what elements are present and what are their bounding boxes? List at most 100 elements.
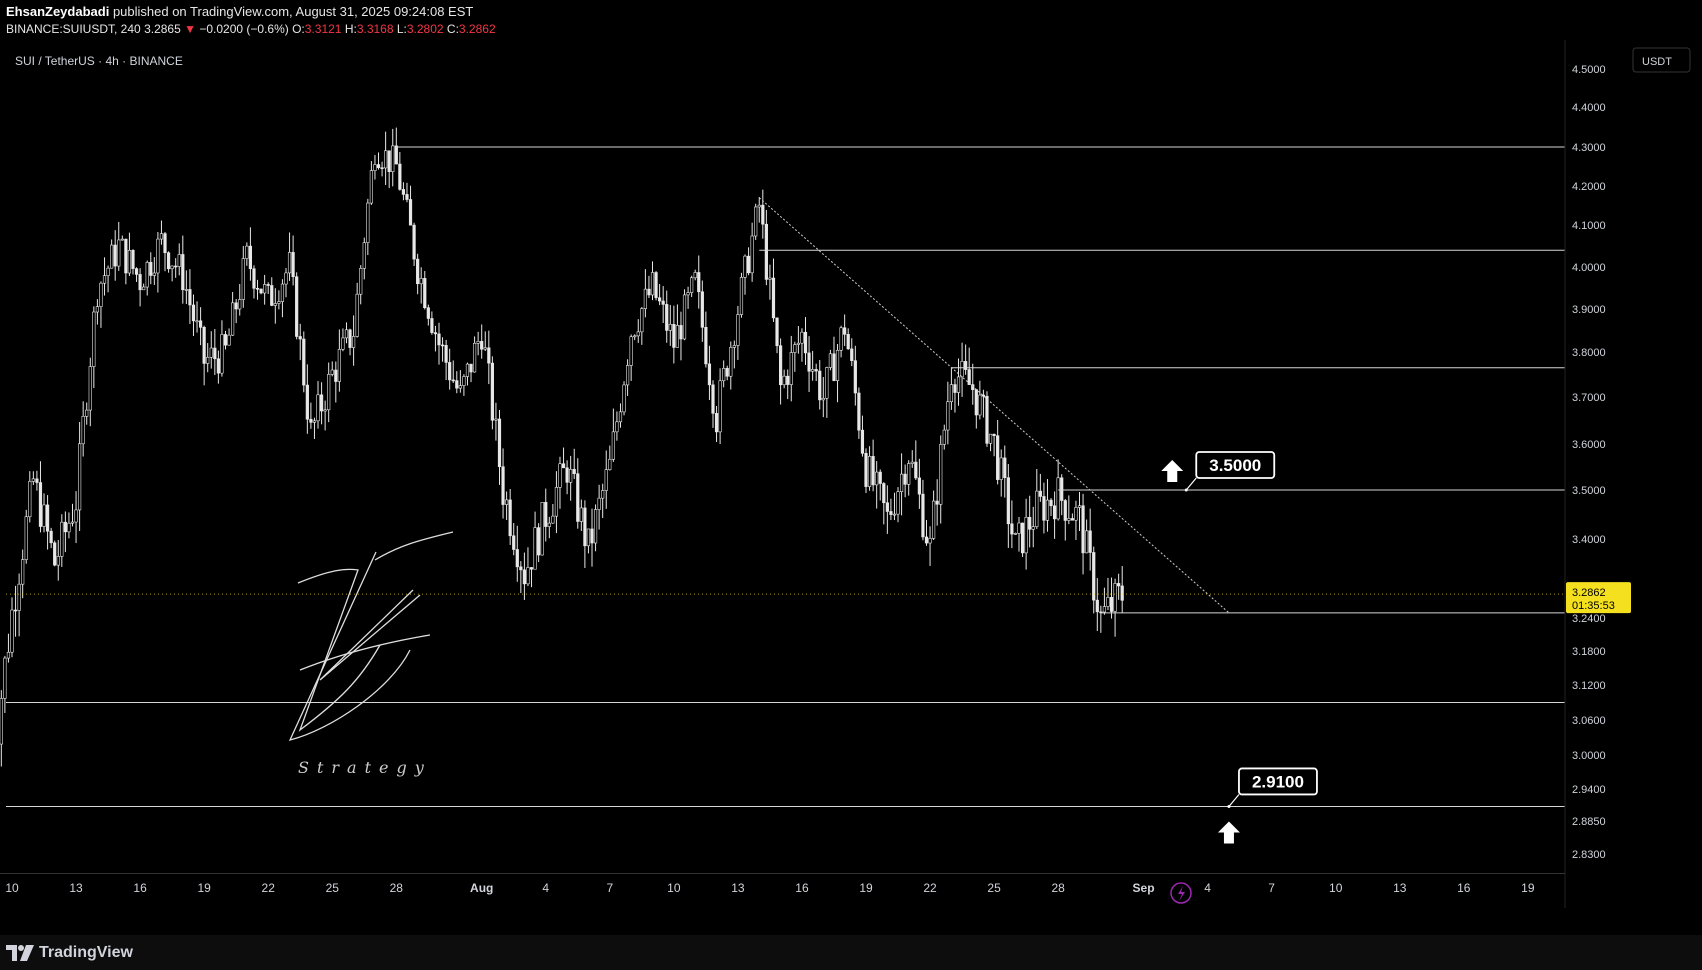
candle-body: [28, 481, 32, 518]
price-label-annotation[interactable]: 3.5000: [1161, 451, 1276, 492]
time-tick-label: 7: [1268, 881, 1275, 895]
time-tick-label: 4: [542, 881, 549, 895]
candle-body: [1060, 477, 1064, 501]
candle-body: [373, 164, 377, 171]
candle-body: [786, 375, 790, 385]
candle-body: [376, 164, 381, 168]
time-tick-label: 19: [197, 881, 211, 895]
candle-body: [800, 331, 804, 344]
candle-body: [1038, 490, 1042, 497]
candle-body: [501, 466, 505, 505]
candle-body: [440, 344, 445, 347]
price-tick-label: 3.8000: [1572, 347, 1606, 359]
candle-body: [63, 521, 67, 533]
price-tick-label: 4.2000: [1572, 181, 1606, 193]
candle-body: [216, 358, 220, 374]
candle-body: [170, 265, 174, 270]
candle-body: [778, 345, 783, 386]
candle-body: [277, 301, 281, 304]
tradingview-logo[interactable]: TradingView: [6, 944, 133, 962]
candle-body: [985, 395, 989, 444]
candle-body: [455, 380, 459, 389]
tradingview-brand-text: TradingView: [39, 944, 133, 961]
time-axis[interactable]: 10 13 16 19 22 25 28 Aug 4 7 10 13 16 19 22 25 28 Sep 4 7 10…: [0, 873, 1565, 895]
candle-body: [992, 433, 996, 436]
price-chart[interactable]: Strategy 3.5000 2.9100 4.5000 4.4000 4.3000…: [0, 40, 1702, 935]
candle-body: [95, 306, 99, 313]
candle-body: [259, 288, 263, 294]
candle-body: [53, 542, 57, 566]
candle-body: [522, 569, 526, 585]
logo-stroke: [319, 589, 421, 681]
candle-body: [1010, 523, 1014, 535]
candle-body: [334, 369, 338, 382]
candle-body: [775, 317, 779, 347]
candle-body: [127, 249, 132, 274]
time-tick-label: 13: [731, 881, 745, 895]
candle-body: [590, 528, 594, 544]
candle-body: [729, 347, 733, 377]
candle-body: [988, 433, 993, 444]
candle-body: [974, 389, 978, 416]
candle-body: [867, 456, 872, 487]
price-label-annotation[interactable]: 2.9100: [1217, 767, 1318, 844]
close-label: C:: [446, 22, 459, 36]
candle-body: [1045, 499, 1050, 521]
candle-body: [1081, 505, 1085, 554]
logo-stroke: [299, 634, 431, 671]
candle-body: [1106, 597, 1110, 607]
candle-body: [811, 369, 815, 372]
candle-body: [458, 385, 462, 389]
candle-body: [1020, 522, 1025, 554]
candle-body: [490, 362, 494, 421]
candle-body: [444, 345, 448, 363]
candle-body: [1077, 505, 1082, 508]
candle-body: [480, 341, 484, 350]
candle-body: [981, 394, 986, 397]
alert-icon[interactable]: [1170, 882, 1192, 904]
low-label: L:: [396, 22, 407, 36]
candle-body: [746, 255, 751, 274]
candle-body: [789, 352, 793, 385]
candle-body: [35, 478, 39, 483]
price-tick-label: 4.1000: [1572, 220, 1606, 232]
logo-stroke: [374, 531, 454, 561]
candle-body: [323, 409, 327, 412]
candle-body: [280, 283, 285, 302]
candle-body: [871, 456, 875, 486]
candle-body: [263, 284, 267, 294]
low-value: 3.2802: [406, 22, 444, 36]
trendline-group[interactable]: [758, 197, 1230, 614]
candle-body: [88, 366, 92, 411]
candle-body: [309, 418, 313, 423]
logo-stroke: [288, 551, 411, 741]
candle-body: [191, 304, 196, 322]
candle-body: [561, 463, 566, 469]
candle-body: [152, 272, 156, 276]
high-value: 3.3168: [356, 22, 394, 36]
candle-body: [394, 145, 398, 165]
candle-body: [697, 272, 701, 293]
candle-body: [195, 320, 199, 323]
candle-body: [419, 278, 423, 285]
candle-body: [910, 461, 914, 464]
trendline[interactable]: [758, 197, 1230, 614]
candle-body: [1042, 496, 1046, 521]
candle-body: [142, 286, 146, 291]
candle-body: [768, 277, 772, 280]
candle-body: [0, 698, 3, 745]
candle-body: [565, 467, 569, 483]
logo-stroke: [297, 568, 381, 732]
candle-body: [885, 502, 889, 512]
time-tick-label: 16: [795, 881, 809, 895]
author-name[interactable]: EhsanZeydabadi: [6, 4, 110, 19]
candle-body: [202, 327, 206, 364]
currency-button[interactable]: [1632, 47, 1691, 73]
candle-body: [1102, 606, 1107, 613]
candle-body: [398, 163, 402, 190]
price-axis[interactable]: 4.5000 4.4000 4.3000 4.2000 4.1000 4.0000 3.90…: [1564, 40, 1606, 908]
price-tick-label: 3.2400: [1572, 613, 1606, 625]
annotations[interactable]: 3.5000 2.9100: [1161, 451, 1318, 844]
price-tick-label: 3.7000: [1572, 392, 1606, 404]
candle-body: [739, 277, 744, 315]
